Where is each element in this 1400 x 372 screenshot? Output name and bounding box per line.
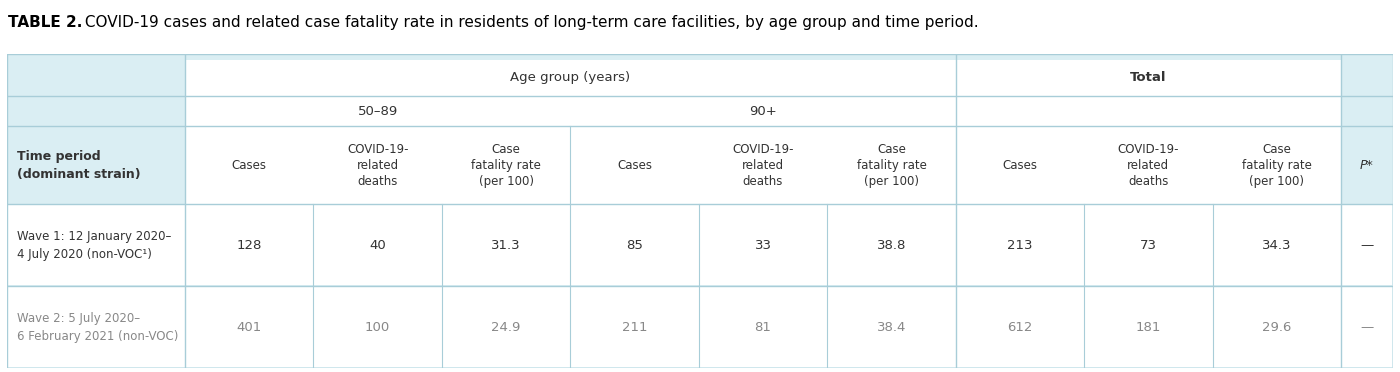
Text: 24.9: 24.9: [491, 321, 521, 334]
Text: 31.3: 31.3: [491, 239, 521, 251]
Text: Case
fatality rate
(per 100): Case fatality rate (per 100): [857, 142, 927, 187]
Text: Time period
(dominant strain): Time period (dominant strain): [17, 150, 140, 180]
Text: Wave 2: 5 July 2020–
6 February 2021 (non-VOC): Wave 2: 5 July 2020– 6 February 2021 (no…: [17, 312, 178, 343]
Text: 34.3: 34.3: [1261, 239, 1292, 251]
Text: —: —: [1361, 239, 1373, 251]
Text: 401: 401: [237, 321, 262, 334]
Text: Cases: Cases: [617, 158, 652, 171]
Text: 128: 128: [237, 239, 262, 251]
Text: 29.6: 29.6: [1261, 321, 1291, 334]
Text: 85: 85: [626, 239, 643, 251]
Text: TABLE 2.: TABLE 2.: [8, 15, 83, 30]
Text: Case
fatality rate
(per 100): Case fatality rate (per 100): [1242, 142, 1312, 187]
Text: 33: 33: [755, 239, 771, 251]
Text: COVID-19-
related
deaths: COVID-19- related deaths: [347, 142, 409, 187]
Text: P*: P*: [1361, 158, 1373, 171]
Bar: [8, 205, 1392, 285]
Text: COVID-19-
related
deaths: COVID-19- related deaths: [732, 142, 794, 187]
Text: —: —: [1361, 321, 1373, 334]
Text: 40: 40: [370, 239, 386, 251]
Bar: [185, 60, 956, 126]
Text: Total: Total: [1130, 71, 1166, 84]
Text: 81: 81: [755, 321, 771, 334]
Text: 90+: 90+: [749, 105, 777, 118]
Text: 181: 181: [1135, 321, 1161, 334]
Text: 213: 213: [1007, 239, 1033, 251]
Bar: [956, 60, 1341, 126]
Text: 38.8: 38.8: [876, 239, 906, 251]
Text: COVID-19-
related
deaths: COVID-19- related deaths: [1117, 142, 1179, 187]
Text: Cases: Cases: [232, 158, 267, 171]
Text: COVID-19 cases and related case fatality rate in residents of long-term care fac: COVID-19 cases and related case fatality…: [80, 15, 979, 30]
Text: Cases: Cases: [1002, 158, 1037, 171]
Text: 100: 100: [365, 321, 391, 334]
Bar: [956, 126, 1341, 204]
Text: 38.4: 38.4: [876, 321, 906, 334]
Bar: [185, 126, 956, 204]
Bar: [7, 126, 1393, 204]
Text: 612: 612: [1007, 321, 1033, 334]
Text: Case
fatality rate
(per 100): Case fatality rate (per 100): [472, 142, 540, 187]
Text: 211: 211: [622, 321, 647, 334]
Text: 50–89: 50–89: [357, 105, 398, 118]
Text: Age group (years): Age group (years): [510, 71, 630, 84]
Text: 73: 73: [1140, 239, 1156, 251]
Text: Wave 1: 12 January 2020–
4 July 2020 (non-VOC¹): Wave 1: 12 January 2020– 4 July 2020 (no…: [17, 230, 171, 261]
Bar: [8, 287, 1392, 367]
